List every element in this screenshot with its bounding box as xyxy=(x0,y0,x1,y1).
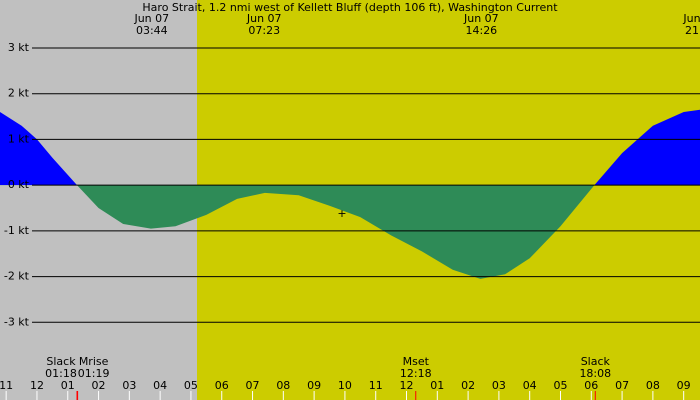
x-tick-label: 01 xyxy=(430,379,444,392)
y-tick-label: -1 kt xyxy=(4,224,30,237)
chart-title: Haro Strait, 1.2 nmi west of Kellett Blu… xyxy=(142,1,558,14)
x-tick-label: 12 xyxy=(30,379,44,392)
x-tick-label: 08 xyxy=(646,379,660,392)
top-time: 07:23 xyxy=(248,24,280,37)
x-tick-label: 12 xyxy=(400,379,414,392)
x-tick-label: 05 xyxy=(184,379,198,392)
top-date: Jun xyxy=(682,12,700,25)
y-tick-label: -3 kt xyxy=(4,315,30,328)
x-tick-label: 06 xyxy=(584,379,598,392)
top-time: 21 xyxy=(685,24,699,37)
x-tick-label: 04 xyxy=(153,379,167,392)
x-tick-label: 09 xyxy=(677,379,691,392)
event-time: 01:18 xyxy=(45,367,77,380)
x-tick-label: 08 xyxy=(276,379,290,392)
y-tick-label: 0 kt xyxy=(8,178,30,191)
y-tick-label: 2 kt xyxy=(8,87,30,100)
event-name: Mrise xyxy=(79,355,109,368)
x-tick-label: 02 xyxy=(461,379,475,392)
cursor-marker: + xyxy=(337,207,346,220)
event-name: Slack xyxy=(581,355,611,368)
x-tick-label: 11 xyxy=(369,379,383,392)
event-time: 18:08 xyxy=(579,367,611,380)
ebb-area xyxy=(0,185,700,279)
y-tick-label: -2 kt xyxy=(4,270,30,283)
event-time: 01:19 xyxy=(78,367,110,380)
x-tick-label: 04 xyxy=(523,379,537,392)
top-time: 03:44 xyxy=(136,24,168,37)
x-tick-label: 03 xyxy=(492,379,506,392)
x-tick-label: 01 xyxy=(61,379,75,392)
x-tick-label: 07 xyxy=(615,379,629,392)
x-tick-label: 05 xyxy=(553,379,567,392)
x-tick-label: 07 xyxy=(246,379,260,392)
event-name: Mset xyxy=(403,355,430,368)
x-tick-label: 09 xyxy=(307,379,321,392)
event-time: 12:18 xyxy=(400,367,432,380)
top-date: Jun 07 xyxy=(133,12,169,25)
x-tick-label: 11 xyxy=(0,379,13,392)
flood-area xyxy=(0,109,700,186)
y-tick-label: 1 kt xyxy=(8,132,30,145)
x-tick-label: 03 xyxy=(122,379,136,392)
x-tick-label: 02 xyxy=(92,379,106,392)
event-name: Slack xyxy=(46,355,76,368)
top-date: Jun 07 xyxy=(246,12,282,25)
x-tick-label: 06 xyxy=(215,379,229,392)
y-tick-label: 3 kt xyxy=(8,41,30,54)
x-tick-label: 10 xyxy=(338,379,352,392)
top-date: Jun 07 xyxy=(463,12,499,25)
top-time: 14:26 xyxy=(465,24,497,37)
